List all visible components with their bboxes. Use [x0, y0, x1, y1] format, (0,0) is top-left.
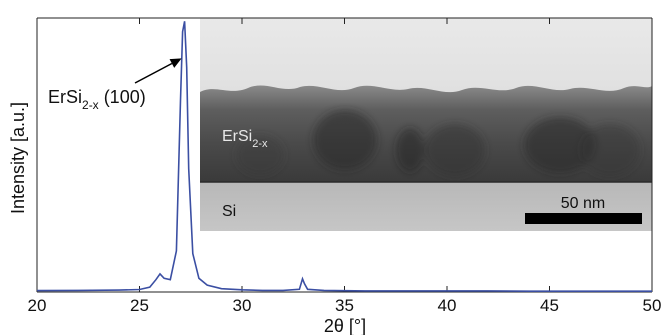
y-axis-label: Intensity [a.u.]: [8, 102, 28, 214]
x-tick-label: 45: [540, 296, 559, 315]
inset-grain-shading: [236, 110, 640, 176]
x-tick-label: 40: [438, 296, 457, 315]
inset-substrate-label: Si: [222, 203, 236, 220]
x-ticks: 20 25 30 35 40 45 50: [28, 18, 662, 315]
peak-annotation-arrow: [134, 62, 173, 84]
peak-annotation-arrowhead: [169, 58, 182, 68]
scale-bar-label: 50 nm: [561, 195, 605, 212]
peak-annotation: ErSi2-x (100): [48, 58, 182, 112]
x-tick-label: 30: [233, 296, 252, 315]
series-line: [36, 21, 652, 292]
x-tick-label: 50: [643, 296, 662, 315]
x-axis-label: 2θ [°]: [324, 316, 366, 335]
x-tick-label: 25: [130, 296, 149, 315]
inset-layer-label: ErSi2-x: [222, 128, 268, 150]
x-tick-label: 35: [335, 296, 354, 315]
scale-bar: [525, 213, 642, 224]
x-tick-label: 20: [28, 296, 47, 315]
tem-inset-image: ErSi2-x Si 50 nm: [200, 18, 652, 231]
peak-annotation-label: ErSi2-x (100): [48, 87, 146, 112]
